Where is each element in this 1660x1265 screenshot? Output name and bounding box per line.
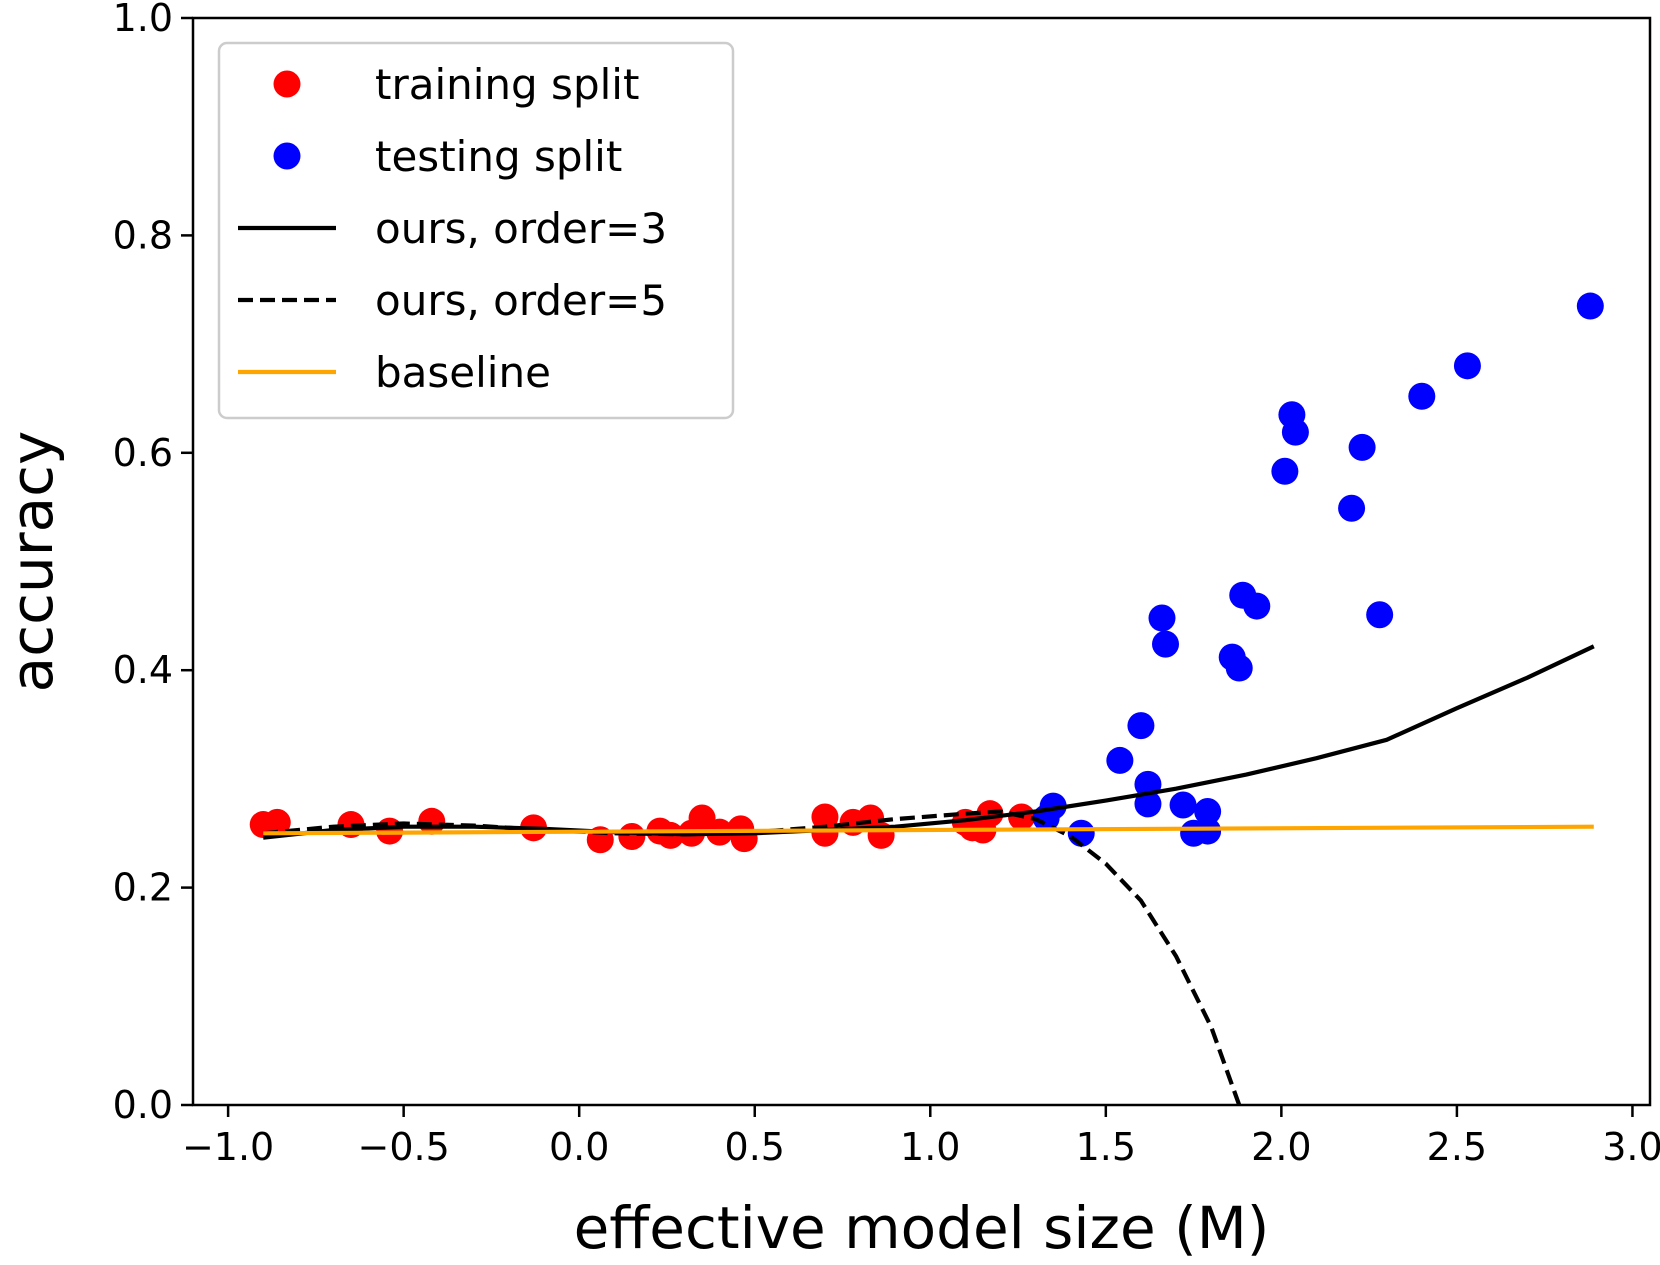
- x-tick-label: 1.0: [900, 1125, 960, 1169]
- training-point: [618, 823, 646, 851]
- legend-entry: ours, order=3: [238, 204, 667, 253]
- legend-entry: training split: [273, 60, 639, 109]
- plot-data: [249, 292, 1604, 1105]
- testing-point: [1152, 630, 1180, 658]
- line-baseline: [263, 824, 1594, 836]
- testing-point: [1169, 791, 1197, 819]
- testing-point: [1348, 433, 1376, 461]
- x-tick-label: 2.5: [1427, 1125, 1487, 1169]
- y-tick-label: 0.0: [113, 1083, 173, 1127]
- legend-label: baseline: [375, 348, 551, 397]
- testing-point: [1148, 604, 1176, 632]
- series-testing-split: [1032, 292, 1604, 847]
- x-tick-label: 1.5: [1076, 1125, 1136, 1169]
- testing-point: [1243, 592, 1271, 620]
- training-point: [263, 808, 291, 836]
- y-tick-label: 1.0: [113, 0, 173, 40]
- testing-point: [1338, 494, 1366, 522]
- testing-point: [1366, 601, 1394, 629]
- legend-label: training split: [375, 60, 639, 109]
- testing-point: [1039, 792, 1067, 820]
- testing-point: [1194, 817, 1222, 845]
- x-axis-title: effective model size (M): [574, 1194, 1270, 1262]
- testing-point: [1127, 712, 1155, 740]
- legend-label: ours, order=3: [375, 204, 667, 253]
- y-tick-label: 0.2: [113, 866, 173, 910]
- x-tick-label: 2.0: [1251, 1125, 1311, 1169]
- legend-label: testing split: [375, 132, 622, 181]
- legend-entry: baseline: [238, 348, 551, 397]
- y-tick-label: 0.6: [113, 431, 173, 475]
- testing-point: [1194, 798, 1222, 826]
- testing-point: [1408, 382, 1436, 410]
- testing-point: [1453, 352, 1481, 380]
- plot-frame: [191, 16, 1652, 1107]
- y-tick-label: 0.8: [113, 213, 173, 257]
- legend-entry: ours, order=5: [238, 276, 667, 325]
- x-tick-label: −0.5: [358, 1125, 450, 1169]
- testing-point: [1106, 746, 1134, 774]
- testing-point: [1271, 457, 1299, 485]
- testing-point: [1225, 654, 1253, 682]
- line-ours-order-5: [263, 809, 1242, 1105]
- testing-point: [1576, 292, 1604, 320]
- axis-ticks: −1.0 −0.5 0.0 0.5 1.0 1.5 2.0 2.5 3.0 0.0 0.2 0.4 0.…: [113, 0, 1660, 1169]
- legend-box: [217, 41, 735, 420]
- x-tick-label: 0.0: [549, 1125, 609, 1169]
- x-tick-label: 3.0: [1602, 1125, 1660, 1169]
- x-tick-label: 0.5: [725, 1125, 785, 1169]
- legend-label: ours, order=5: [375, 276, 667, 325]
- y-tick-label: 0.4: [113, 648, 173, 692]
- legend-entry: testing split: [273, 132, 622, 181]
- legend: training split testing split ours, order=3…: [217, 41, 735, 420]
- legend-marker: [273, 70, 301, 98]
- y-axis-title: accuracy: [0, 431, 66, 693]
- legend-marker: [273, 142, 301, 170]
- testing-point: [1281, 418, 1309, 446]
- testing-point: [1134, 790, 1162, 818]
- x-tick-label: −1.0: [182, 1125, 274, 1169]
